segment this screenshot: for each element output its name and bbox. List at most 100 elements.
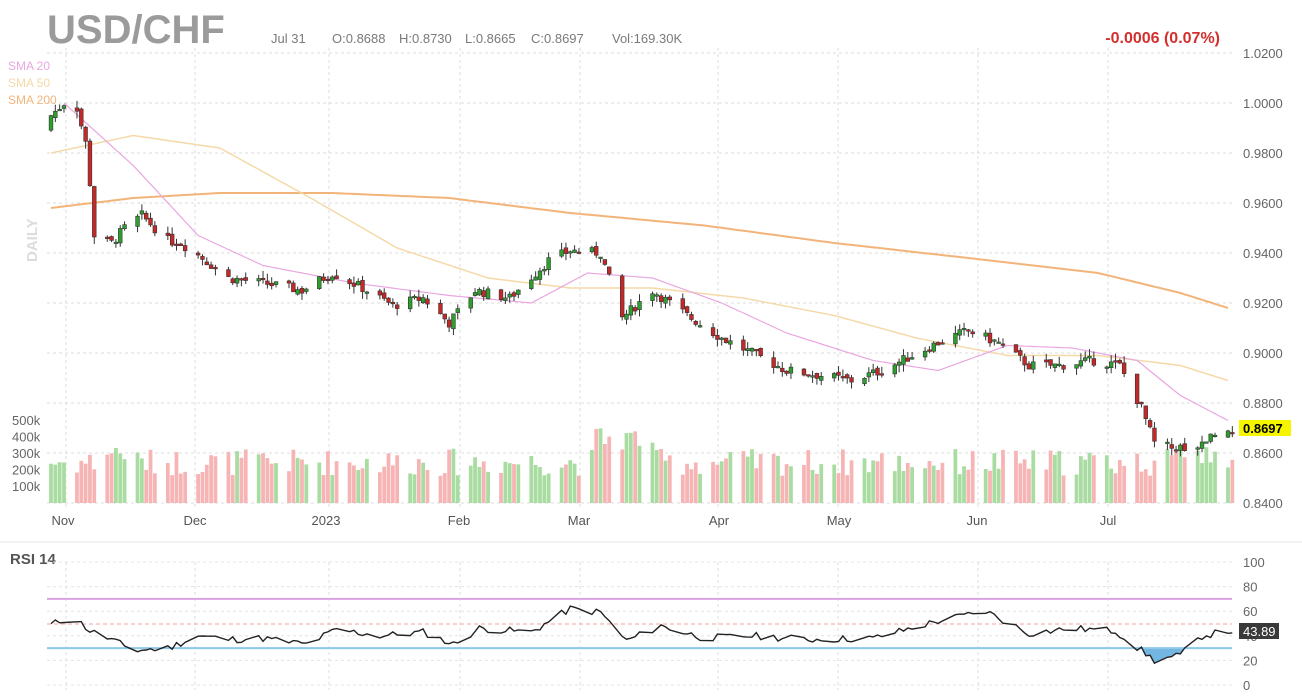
candle-body bbox=[1026, 363, 1032, 370]
volume-bar bbox=[663, 460, 668, 503]
volume-bar bbox=[256, 454, 261, 503]
candle-body bbox=[1057, 363, 1062, 366]
volume-bar bbox=[1182, 457, 1187, 503]
candle-body bbox=[386, 297, 391, 303]
candle-body bbox=[83, 126, 88, 142]
volume-bar bbox=[170, 475, 175, 503]
time-tick-label: Mar bbox=[568, 513, 591, 528]
volume-bar bbox=[715, 464, 720, 503]
symbol-title: USD/CHF bbox=[47, 8, 225, 52]
volume-bar bbox=[477, 466, 482, 503]
volume-bar bbox=[832, 464, 837, 503]
volume-bar bbox=[226, 451, 231, 503]
candle-body bbox=[953, 332, 958, 345]
candle-body bbox=[256, 278, 261, 282]
volume-bar bbox=[789, 466, 793, 503]
volume-bar bbox=[139, 458, 144, 503]
candle-body bbox=[542, 269, 547, 272]
header-close: C:0.8697 bbox=[531, 31, 584, 46]
candle-body bbox=[74, 107, 80, 112]
volume-bar bbox=[849, 460, 854, 503]
candle-body bbox=[178, 243, 183, 247]
volume-bar bbox=[1048, 450, 1053, 503]
candle-body bbox=[273, 281, 279, 285]
time-tick-label: 2023 bbox=[312, 513, 341, 528]
candle-body bbox=[516, 289, 521, 295]
volume-bar bbox=[230, 474, 235, 503]
candle-body bbox=[377, 290, 383, 296]
candle-body bbox=[667, 296, 672, 301]
candle-body bbox=[849, 377, 854, 383]
candle-body bbox=[983, 332, 988, 337]
volume-bar bbox=[386, 453, 391, 503]
volume-bar bbox=[892, 471, 897, 503]
rsi-line bbox=[50, 605, 1233, 665]
candle-body bbox=[1199, 441, 1205, 449]
period-label: DAILY bbox=[24, 218, 41, 262]
volume-bar bbox=[105, 454, 110, 503]
candle-body bbox=[957, 329, 962, 336]
candle-body bbox=[576, 251, 582, 254]
price-tick-label: 0.9400 bbox=[1243, 246, 1283, 261]
volume-bar bbox=[152, 473, 157, 503]
volume-bar bbox=[239, 457, 244, 503]
candle-body bbox=[620, 275, 625, 318]
candle-body bbox=[572, 249, 577, 253]
candle-body bbox=[451, 313, 456, 330]
time-tick-label: Apr bbox=[709, 513, 730, 528]
volume-bar bbox=[148, 449, 153, 503]
volume-bar bbox=[1083, 459, 1088, 503]
candle-body bbox=[879, 373, 884, 376]
time-tick-label: Feb bbox=[448, 513, 470, 528]
volume-bar bbox=[698, 473, 702, 503]
volume-bar bbox=[438, 475, 443, 503]
volume-bar bbox=[1139, 471, 1144, 503]
volume-bar bbox=[711, 461, 715, 503]
volume-tick-label: 500k bbox=[12, 413, 41, 428]
volume-bar bbox=[321, 475, 326, 503]
legend-sma200: SMA 200 bbox=[8, 93, 57, 107]
candle-body bbox=[148, 217, 153, 226]
volume-bar bbox=[992, 453, 997, 503]
candle-body bbox=[1117, 360, 1122, 364]
volume-bar bbox=[966, 469, 971, 503]
candle-body bbox=[693, 320, 698, 325]
volume-bar bbox=[624, 433, 629, 503]
volume-bar bbox=[750, 449, 754, 503]
candle-body bbox=[836, 371, 841, 376]
candle-body bbox=[468, 297, 473, 309]
volume-bar bbox=[135, 452, 140, 503]
volume-bar bbox=[936, 470, 940, 503]
volume-bar bbox=[1001, 449, 1005, 503]
candle-body bbox=[961, 328, 967, 331]
volume-bar bbox=[1122, 465, 1127, 503]
candle-body bbox=[407, 296, 413, 310]
volume-bar bbox=[165, 463, 170, 503]
volume-bar bbox=[1057, 451, 1062, 503]
candle-body bbox=[325, 278, 331, 282]
candle-body bbox=[728, 340, 733, 345]
rsi-last-badge bbox=[1239, 623, 1279, 639]
volume-bar bbox=[542, 475, 547, 503]
volume-bar bbox=[109, 453, 114, 503]
volume-bar bbox=[577, 475, 581, 503]
price-tick-label: 1.0200 bbox=[1243, 46, 1283, 61]
price-tick-label: 0.9200 bbox=[1243, 296, 1283, 311]
volume-bar bbox=[481, 461, 486, 503]
candle-body bbox=[840, 376, 846, 379]
volume-bar bbox=[291, 449, 296, 503]
volume-bar bbox=[1213, 451, 1217, 503]
volume-bar bbox=[533, 464, 538, 503]
volume-bar bbox=[1230, 459, 1235, 503]
candle-body bbox=[650, 293, 655, 301]
price-tick-label: 0.9000 bbox=[1243, 346, 1283, 361]
rsi-title: RSI 14 bbox=[10, 551, 57, 568]
volume-bar bbox=[1109, 468, 1114, 503]
volume-bar bbox=[304, 464, 309, 503]
candle-body bbox=[182, 245, 188, 252]
candle-body bbox=[875, 367, 880, 376]
candle-body bbox=[1061, 365, 1066, 370]
candle-body bbox=[1078, 360, 1084, 367]
time-axis: Nov Dec 2023 Feb Mar Apr May Jun Jul bbox=[51, 513, 1116, 528]
